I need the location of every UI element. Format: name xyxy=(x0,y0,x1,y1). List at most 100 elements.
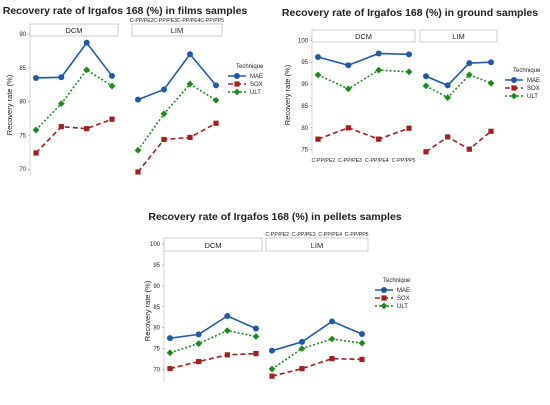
y-tick-label: 75 xyxy=(19,133,26,139)
legend-marker xyxy=(381,287,387,293)
data-point xyxy=(33,150,39,156)
data-point xyxy=(223,327,231,335)
legend-title: Technique xyxy=(513,68,541,74)
series-line xyxy=(317,69,410,90)
series-ult xyxy=(314,66,495,102)
data-point xyxy=(359,330,365,337)
panel-label: LIM xyxy=(311,241,324,250)
chart-title: Recovery rate of Irgafos 168 (%) in film… xyxy=(3,5,248,17)
legend-label: SOX xyxy=(397,296,410,302)
data-point xyxy=(376,136,382,142)
data-point xyxy=(160,110,168,118)
series-ult xyxy=(32,66,220,154)
y-tick-label: 80 xyxy=(301,126,308,132)
y-tick-label: 100 xyxy=(298,38,309,44)
legend-marker xyxy=(511,77,517,83)
data-point xyxy=(269,347,275,354)
data-point xyxy=(161,86,167,93)
x-tick-label: C-PP/PE2 xyxy=(312,158,336,164)
legend-marker xyxy=(380,302,388,310)
series-sox xyxy=(167,351,365,379)
series-line xyxy=(169,352,257,370)
data-point xyxy=(344,85,352,93)
data-point xyxy=(329,318,335,325)
y-tick-label: 70 xyxy=(19,167,26,173)
data-point xyxy=(213,82,219,89)
data-point xyxy=(375,50,382,57)
data-point xyxy=(196,358,202,365)
series-line xyxy=(271,357,363,377)
data-point xyxy=(186,80,194,88)
data-point xyxy=(314,71,322,79)
legend-title: Technique xyxy=(383,278,411,284)
series-line xyxy=(137,82,217,151)
panel-strip xyxy=(265,237,369,252)
chart-title: Recovery rate of Irgafos 168 (%) in pell… xyxy=(148,211,401,223)
data-point xyxy=(345,62,352,69)
data-point xyxy=(466,60,473,67)
x-tick-label: C-PP/PP5 xyxy=(345,232,369,238)
data-point xyxy=(466,146,472,152)
series-line xyxy=(35,118,113,154)
data-point xyxy=(298,345,306,352)
data-point xyxy=(187,51,193,58)
data-point xyxy=(405,68,413,76)
data-point xyxy=(406,125,412,131)
legend-marker xyxy=(234,81,240,87)
series-line xyxy=(137,122,217,173)
panel-label: LIM xyxy=(171,26,184,35)
data-point xyxy=(224,352,230,358)
x-tick-label: C-PP/PE3 xyxy=(153,18,177,24)
y-tick-label: 70 xyxy=(153,367,160,373)
chart-title: Recovery rate of Irgafos 168 (%) in grou… xyxy=(282,7,538,19)
series-mae xyxy=(315,50,494,89)
legend-label: SOX xyxy=(250,82,263,88)
legend-marker xyxy=(511,85,517,91)
legend-marker xyxy=(234,73,240,79)
data-point xyxy=(58,74,65,81)
legend-label: MAE xyxy=(527,78,540,84)
legend-marker xyxy=(381,295,387,301)
series-line xyxy=(317,126,410,140)
data-point xyxy=(315,136,321,142)
y-axis-label: Recovery rate (%) xyxy=(283,64,292,125)
series-sox xyxy=(33,116,219,175)
x-tick-label: C-PP/PE4 xyxy=(177,18,201,24)
data-point xyxy=(135,169,141,175)
panel-strip xyxy=(311,29,416,43)
y-tick-label: 95 xyxy=(301,60,308,66)
series-line xyxy=(317,52,410,67)
data-point xyxy=(161,136,167,143)
y-tick-label: 90 xyxy=(153,284,160,290)
panel-strip xyxy=(419,29,498,43)
data-point xyxy=(58,124,64,130)
data-point xyxy=(167,366,173,372)
data-point xyxy=(224,313,231,320)
legend: Technique MAE SOX ULT xyxy=(375,278,411,310)
series-line xyxy=(425,61,492,87)
data-point xyxy=(329,356,335,362)
x-tick-label: C-PP/PE4 xyxy=(318,232,342,238)
data-point xyxy=(166,349,174,357)
data-point xyxy=(33,74,39,81)
data-point xyxy=(359,356,365,363)
data-point xyxy=(268,365,276,373)
data-point xyxy=(375,66,383,74)
data-point xyxy=(422,82,430,90)
legend-marker xyxy=(510,92,518,100)
y-tick-label: 90 xyxy=(19,32,26,38)
data-point xyxy=(108,82,116,90)
panel-strip xyxy=(29,23,119,37)
data-point xyxy=(444,94,452,102)
data-point xyxy=(423,149,429,155)
data-point xyxy=(328,335,336,343)
data-point xyxy=(488,128,494,134)
y-tick-label: 75 xyxy=(153,347,160,353)
data-point xyxy=(195,331,202,338)
chart-1: Recovery rate of Irgafos 168 (%) in film… xyxy=(3,5,264,176)
series-line xyxy=(35,68,113,131)
x-tick-label: C-PP/PE2 xyxy=(265,232,289,238)
data-point xyxy=(406,51,412,58)
y-tick-label: 100 xyxy=(150,242,161,248)
